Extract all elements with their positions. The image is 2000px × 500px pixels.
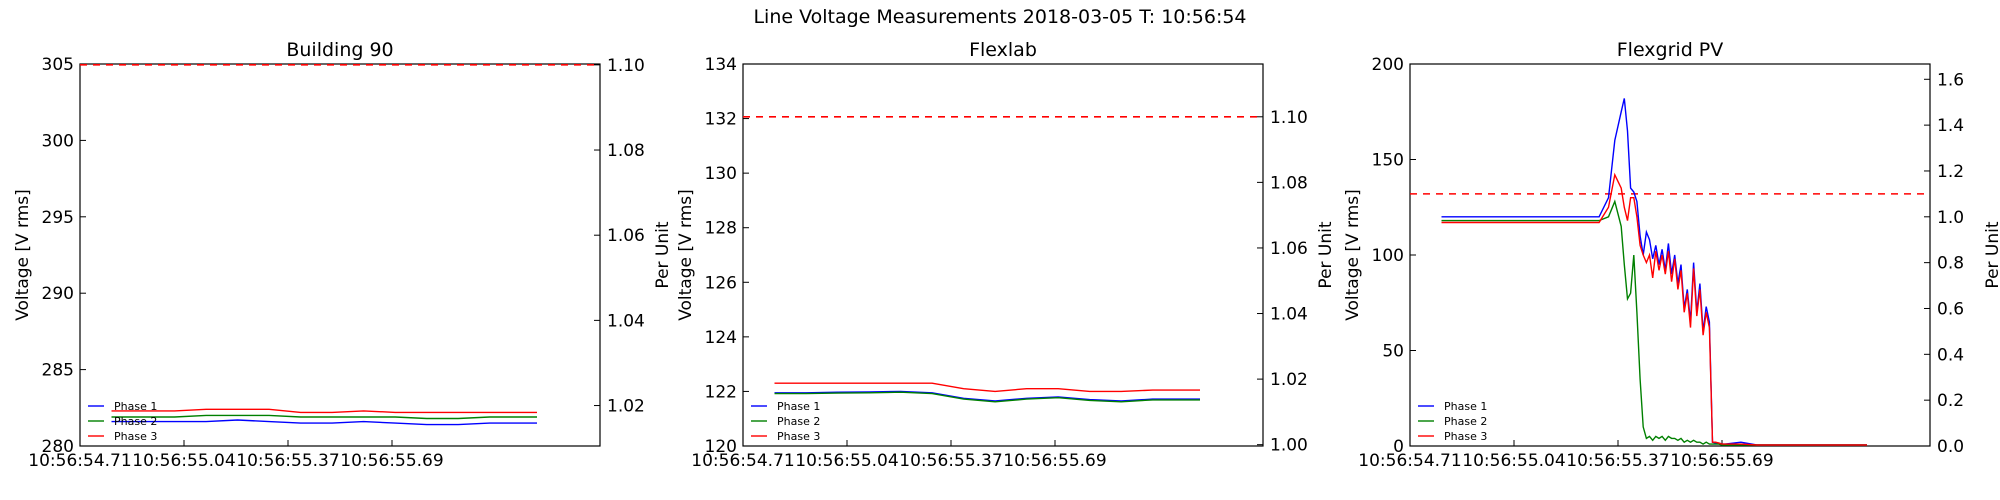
panel-3-ytick-label: 100 xyxy=(1372,246,1404,266)
panel-3-y2tick-label: 1.0 xyxy=(1937,208,1964,228)
panel-2-legend-label: Phase 3 xyxy=(777,430,820,443)
panel-2-series-phase-1 xyxy=(774,390,1200,402)
panel-3-y2tick-label: 0.8 xyxy=(1937,254,1964,274)
panel-3-ylabel: Voltage [V rms] xyxy=(1343,189,1363,321)
panel-1-ytick-label: 285 xyxy=(42,361,74,381)
panel-1-xtick-label: 10:56:55.04 xyxy=(132,451,235,471)
panel-3-xtick-label: 10:56:55.37 xyxy=(1566,451,1669,471)
panel-3-legend-label: Phase 1 xyxy=(1444,400,1487,413)
panel-1-legend-label: Phase 1 xyxy=(114,400,157,413)
panel-1-xtick-label: 10:56:54.71 xyxy=(28,451,131,471)
panel-2-y2tick-label: 1.00 xyxy=(1270,436,1308,456)
panel-2-y2tick-label: 1.08 xyxy=(1270,173,1308,193)
panel-2-ytick-label: 120 xyxy=(705,437,737,457)
panel-1-xtick-label: 10:56:55.37 xyxy=(236,451,339,471)
panel-3-xtick-label: 10:56:54.71 xyxy=(1358,451,1461,471)
panel-3-y2tick-label: 0.0 xyxy=(1937,437,1964,457)
panel-2-y2tick-label: 1.02 xyxy=(1270,370,1308,390)
panel-1-y2label: Per Unit xyxy=(653,221,673,288)
panel-2-series-phase-2 xyxy=(774,391,1200,403)
panel-1-legend-label: Phase 2 xyxy=(114,415,157,428)
panel-3-y2tick-label: 1.4 xyxy=(1937,116,1964,136)
panel-2-plot-frame xyxy=(742,63,1264,447)
panel-2-series-phase-3 xyxy=(774,382,1200,393)
panel-1-y2tick-label: 1.06 xyxy=(607,226,645,246)
panel-1-y2tick-label: 1.10 xyxy=(607,56,645,76)
panel-2-ytick-label: 128 xyxy=(705,219,737,239)
panel-3-series-phase-3 xyxy=(1441,172,1867,446)
panel-1-ytick-label: 300 xyxy=(42,131,74,151)
panel-2-xtick-label: 10:56:55.37 xyxy=(899,451,1002,471)
panel-2-xtick-label: 10:56:55.69 xyxy=(1003,451,1106,471)
panel-3-legend-label: Phase 2 xyxy=(1444,415,1487,428)
panel-2-xtick-label: 10:56:55.04 xyxy=(795,451,898,471)
panel-3-y2tick-label: 0.6 xyxy=(1937,299,1964,319)
panel-1-ytick-label: 290 xyxy=(42,284,74,304)
panel-2-ytick-label: 126 xyxy=(705,273,737,293)
panel-3-ytick-label: 50 xyxy=(1382,342,1404,362)
panel-1-y2tick-label: 1.04 xyxy=(607,311,645,331)
panel-2-ytick-label: 122 xyxy=(705,382,737,402)
panel-2-legend-label: Phase 1 xyxy=(777,400,820,413)
panel-3-ytick-label: 150 xyxy=(1372,151,1404,171)
panel-2-xtick-label: 10:56:54.71 xyxy=(691,451,794,471)
panel-1-series-phase-2 xyxy=(111,414,537,420)
panel-3-legend-label: Phase 3 xyxy=(1444,430,1487,443)
panel-3-y2label: Per Unit xyxy=(1983,221,2000,288)
panel-2-title: Flexlab xyxy=(969,39,1037,61)
panel-1-ytick-label: 280 xyxy=(42,437,74,457)
panel-1-legend-label: Phase 3 xyxy=(114,430,157,443)
panel-3-y2tick-label: 1.6 xyxy=(1937,70,1964,90)
panel-3-series-phase-1 xyxy=(1441,98,1867,446)
panel-1-series-phase-1 xyxy=(111,419,537,426)
panel-3-ytick-label: 0 xyxy=(1393,437,1404,457)
panel-3-title: Flexgrid PV xyxy=(1617,39,1724,61)
panel-1-plot-frame xyxy=(79,63,601,447)
panel-3-xtick-label: 10:56:55.69 xyxy=(1670,451,1773,471)
figure-title: Line Voltage Measurements 2018-03-05 T: … xyxy=(753,6,1247,28)
panel-1-xtick-label: 10:56:55.69 xyxy=(340,451,443,471)
panel-1-ytick-label: 305 xyxy=(42,55,74,75)
panel-1-y2tick-label: 1.08 xyxy=(607,141,645,161)
panel-3-y2tick-label: 1.2 xyxy=(1937,162,1964,182)
panel-1-y2tick-label: 1.02 xyxy=(607,397,645,417)
panel-3-ytick-label: 200 xyxy=(1372,55,1404,75)
panel-3-series-phase-2 xyxy=(1441,199,1867,446)
panel-2-y2tick-label: 1.04 xyxy=(1270,305,1308,325)
panel-1-title: Building 90 xyxy=(286,39,393,61)
panel-2-ylabel: Voltage [V rms] xyxy=(676,189,696,321)
panel-2-legend-label: Phase 2 xyxy=(777,415,820,428)
panel-2-ytick-label: 130 xyxy=(705,164,737,184)
panel-1-series-phase-3 xyxy=(111,408,537,414)
panel-2-y2tick-label: 1.10 xyxy=(1270,108,1308,128)
panel-2-ytick-label: 132 xyxy=(705,110,737,130)
panel-3-y2tick-label: 0.2 xyxy=(1937,391,1964,411)
panel-2-ytick-label: 134 xyxy=(705,55,737,75)
panel-3-xtick-label: 10:56:55.04 xyxy=(1462,451,1565,471)
panel-2-ytick-label: 124 xyxy=(705,328,737,348)
panel-2-y2tick-label: 1.06 xyxy=(1270,239,1308,259)
panel-1-ylabel: Voltage [V rms] xyxy=(13,189,33,321)
panel-1-ytick-label: 295 xyxy=(42,208,74,228)
panel-2-y2label: Per Unit xyxy=(1316,221,1336,288)
panel-3-y2tick-label: 0.4 xyxy=(1937,345,1964,365)
